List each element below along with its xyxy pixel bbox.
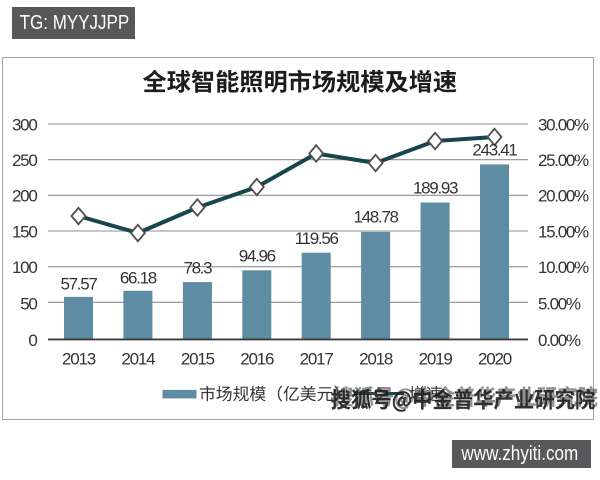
svg-text:2015: 2015 [181, 350, 215, 369]
svg-text:2019: 2019 [419, 350, 453, 369]
svg-text:148.78: 148.78 [353, 208, 398, 227]
svg-text:25.00%: 25.00% [538, 151, 589, 170]
svg-text:78.3: 78.3 [183, 259, 212, 278]
svg-text:30.00%: 30.00% [538, 115, 589, 134]
svg-text:50: 50 [20, 294, 37, 313]
svg-text:2018: 2018 [359, 350, 393, 369]
svg-text:300: 300 [12, 115, 37, 134]
svg-text:2016: 2016 [240, 350, 274, 369]
svg-text:66.18: 66.18 [120, 269, 157, 288]
svg-text:10.00%: 10.00% [538, 258, 589, 277]
svg-text:119.56: 119.56 [295, 229, 339, 248]
svg-text:0.00%: 0.00% [538, 331, 581, 350]
svg-text:2014: 2014 [121, 350, 155, 369]
svg-text:100: 100 [12, 258, 37, 277]
svg-text:243.41: 243.41 [472, 140, 517, 159]
svg-text:2017: 2017 [300, 350, 334, 369]
svg-text:189.93: 189.93 [413, 179, 458, 198]
svg-text:57.57: 57.57 [60, 275, 97, 294]
svg-text:150: 150 [12, 222, 37, 241]
svg-text:2013: 2013 [62, 350, 96, 369]
svg-text:5.00%: 5.00% [538, 294, 581, 313]
svg-text:94.96: 94.96 [239, 247, 276, 266]
svg-text:2020: 2020 [478, 350, 512, 369]
svg-text:200: 200 [12, 187, 37, 206]
svg-text:15.00%: 15.00% [538, 222, 589, 241]
svg-text:0: 0 [28, 331, 37, 350]
svg-text:20.00%: 20.00% [538, 187, 589, 206]
svg-text:250: 250 [12, 151, 37, 170]
